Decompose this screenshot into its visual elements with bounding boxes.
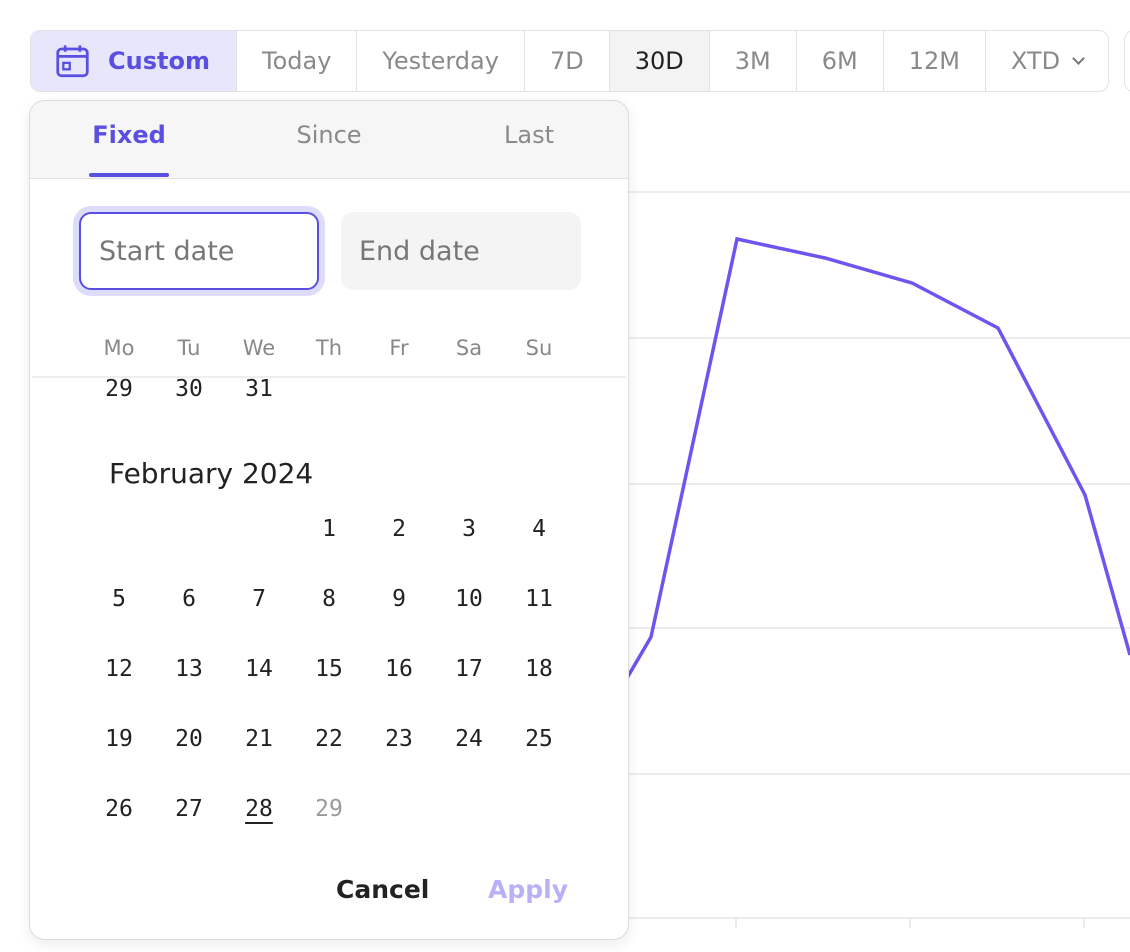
previous-month-days: 29 30 31	[84, 354, 574, 424]
month-title: February 2024	[109, 457, 314, 490]
weekday-header: Mo Tu We Th Fr Sa Su	[84, 336, 574, 360]
weekday: Fr	[389, 336, 409, 360]
day[interactable]: 27	[175, 796, 203, 822]
date-popover: Fixed Since Last Start date End date Mo Tu W…	[29, 100, 629, 940]
tab[interactable]: Since	[296, 121, 362, 149]
day[interactable]: 9	[392, 586, 406, 612]
weekday: Su	[525, 336, 553, 360]
day[interactable]: 2	[392, 516, 406, 542]
day[interactable]: 11	[525, 586, 553, 612]
tabs: Fixed Since Last	[30, 101, 628, 179]
cancel-button[interactable]: Cancel	[336, 875, 430, 904]
end-date-input[interactable]: End date	[341, 212, 581, 290]
range-button[interactable]: 12M	[882, 31, 985, 91]
weekday: Th	[315, 336, 343, 360]
range-button[interactable]: 30D	[608, 31, 709, 91]
day[interactable]: 13	[175, 656, 203, 682]
day[interactable]: 19	[105, 726, 133, 752]
grid-lines	[600, 191, 1130, 928]
month-days: 1 2 3 4 5 6 7 8 9 10 11 12 13 14 15 16 17 18 19 20 21 22 23 24 2…	[84, 494, 574, 844]
tab[interactable]: Fixed	[49, 121, 209, 177]
start-date-input[interactable]: Start date	[79, 212, 319, 290]
day[interactable]: 17	[455, 656, 483, 682]
day[interactable]: 20	[175, 726, 203, 752]
range-button[interactable]: 3M	[708, 31, 796, 91]
apply-button[interactable]: Apply	[488, 875, 569, 904]
day[interactable]: 22	[315, 726, 343, 752]
day[interactable]: 26	[105, 796, 133, 822]
day[interactable]: 14	[245, 656, 273, 682]
day[interactable]: 21	[245, 726, 273, 752]
day[interactable]: 18	[525, 656, 553, 682]
day[interactable]: 28	[245, 796, 273, 822]
day[interactable]: 6	[182, 586, 196, 612]
extra-button[interactable]	[1124, 30, 1130, 92]
day[interactable]: 8	[322, 586, 336, 612]
calendar-icon	[56, 45, 89, 78]
previous-day[interactable]: 30	[175, 376, 203, 402]
range-button[interactable]: Yesterday	[356, 31, 524, 91]
weekday: Tu	[177, 336, 201, 360]
day[interactable]: 24	[455, 726, 483, 752]
day[interactable]: 29	[315, 796, 343, 822]
day[interactable]: 16	[385, 656, 413, 682]
previous-day[interactable]: 29	[105, 376, 133, 402]
date-range-toolbar: Custom Today Yesterday 7D 30D 3M 6M 12M XTD	[30, 30, 1110, 92]
weekday: We	[242, 336, 276, 360]
range-button[interactable]: XTD	[984, 31, 1108, 91]
day[interactable]: 25	[525, 726, 553, 752]
day[interactable]: 12	[105, 656, 133, 682]
separator	[32, 376, 626, 378]
day[interactable]: 3	[462, 516, 476, 542]
weekday: Sa	[455, 336, 483, 360]
day[interactable]: 7	[252, 586, 266, 612]
day[interactable]: 4	[532, 516, 546, 542]
range-buttons: Today Yesterday 7D 30D 3M 6M 12M XTD	[236, 31, 1108, 91]
day[interactable]: 5	[112, 586, 126, 612]
tab[interactable]: Last	[504, 121, 554, 149]
previous-day[interactable]: 31	[245, 376, 273, 402]
range-button[interactable]: Today	[236, 31, 356, 91]
day[interactable]: 23	[385, 726, 413, 752]
day[interactable]: 1	[322, 516, 336, 542]
custom-button[interactable]: Custom	[31, 31, 236, 91]
day[interactable]: 10	[455, 586, 483, 612]
custom-label: Custom	[108, 47, 210, 75]
range-button[interactable]: 6M	[795, 31, 883, 91]
range-button[interactable]: 7D	[523, 31, 609, 91]
weekday: Mo	[103, 336, 135, 360]
trend-line	[618, 236, 1130, 691]
day[interactable]: 15	[315, 656, 343, 682]
